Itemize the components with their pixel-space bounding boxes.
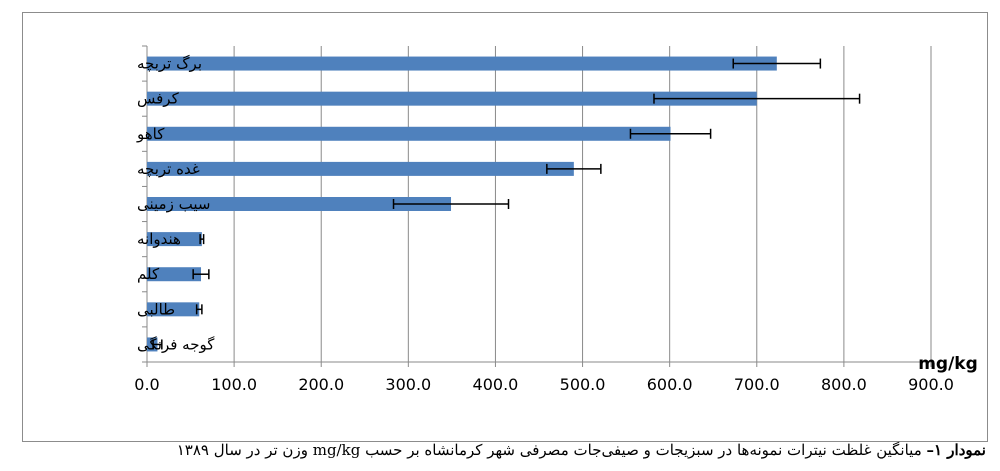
category-label: کرفس xyxy=(137,90,180,108)
bar xyxy=(147,56,777,71)
x-tick-label: 800.0 xyxy=(821,375,867,394)
caption-text: میانگین غلظت نیترات نمونه‌ها در سبزیجات … xyxy=(176,441,927,459)
x-tick-label: 300.0 xyxy=(385,375,431,394)
bar xyxy=(147,267,202,282)
x-tick-label: 600.0 xyxy=(647,375,693,394)
category-label: برگ تربچه xyxy=(137,55,202,73)
bar xyxy=(147,197,452,211)
category-label: غده تربچه xyxy=(137,160,200,178)
x-axis-label: mg/kg xyxy=(918,354,978,374)
bar xyxy=(147,337,158,352)
category-label: طالبی xyxy=(137,300,175,318)
x-tick-label: 900.0 xyxy=(908,375,954,394)
caption-label: نمودار ۱– xyxy=(926,441,986,459)
x-tick-label: 700.0 xyxy=(734,375,780,394)
x-tick-label: 200.0 xyxy=(298,375,344,394)
x-tick-label: 0.0 xyxy=(134,375,159,394)
bar xyxy=(147,161,574,176)
category-label: گوجه فرنگی xyxy=(137,335,215,353)
bar xyxy=(147,302,200,317)
bar xyxy=(147,126,671,141)
category-label: هندوانه xyxy=(137,230,181,248)
x-tick-label: 100.0 xyxy=(211,375,257,394)
category-label: سیب زمینی xyxy=(137,195,210,213)
bar-chart: 0.0 100.0 200.0 300.0 400.0 500.0 600.0 700.0 80… xyxy=(134,45,978,394)
category-label: کاهو xyxy=(136,125,165,143)
figure-caption: نمودار ۱– میانگین غلظت نیترات نمونه‌ها د… xyxy=(177,441,986,459)
x-tick-label: 500.0 xyxy=(560,375,606,394)
bar xyxy=(147,232,202,247)
x-tick-label: 400.0 xyxy=(473,375,519,394)
chart-frame: 0.0 100.0 200.0 300.0 400.0 500.0 600.0 700.0 80… xyxy=(22,12,988,442)
category-label: کلم xyxy=(137,265,160,283)
bar xyxy=(147,91,757,106)
